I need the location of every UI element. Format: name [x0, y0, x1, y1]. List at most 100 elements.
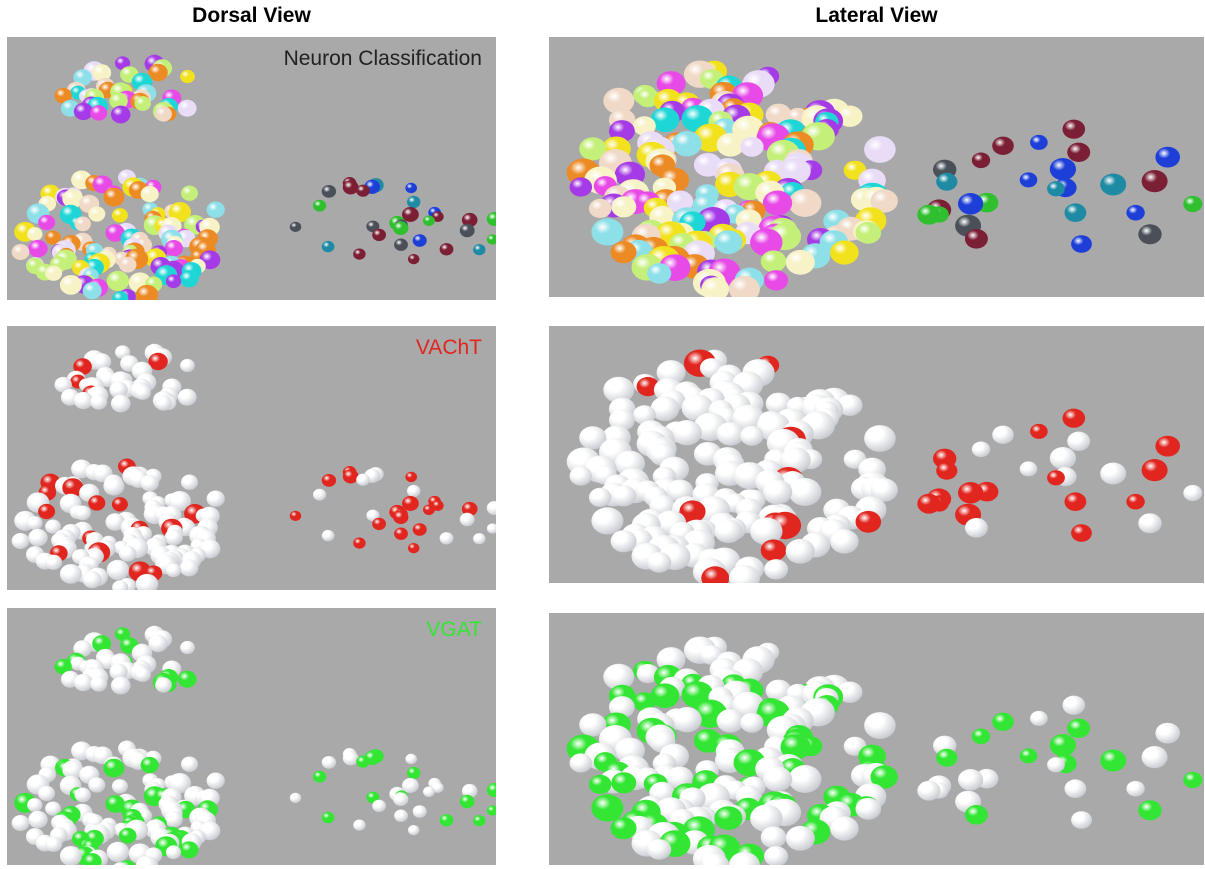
- neuron-sphere: [1065, 492, 1087, 511]
- neuron-sphere: [763, 480, 792, 505]
- neuron-sphere: [407, 485, 420, 497]
- neuron-sphere: [111, 677, 131, 695]
- neuron-sphere: [1138, 800, 1161, 820]
- neuron-sphere: [1067, 719, 1090, 738]
- neuron-sphere: [408, 254, 419, 264]
- neuron-sphere: [1047, 181, 1065, 196]
- neuron-sphere: [589, 775, 612, 794]
- neuron-sphere: [38, 786, 55, 801]
- neuron-sphere: [12, 244, 30, 260]
- neuron-sphere: [487, 783, 496, 797]
- neuron-sphere: [1155, 147, 1180, 168]
- neuron-sphere: [714, 519, 742, 543]
- neuron-sphere: [405, 472, 417, 482]
- neuron-sphere: [356, 756, 370, 768]
- neuron-sphere: [1142, 170, 1168, 192]
- neuron-sphere: [141, 475, 159, 491]
- neuron-sphere: [958, 482, 983, 504]
- neuron-sphere: [1183, 485, 1202, 501]
- neuron-sphere: [717, 133, 745, 157]
- neuron-sphere: [180, 559, 199, 576]
- neuron-sphere: [856, 798, 882, 820]
- neuron-sphere: [856, 222, 882, 244]
- neuron-sphere: [313, 771, 326, 783]
- neuron-sphere: [1063, 409, 1086, 428]
- neuron-sphere: [761, 250, 787, 272]
- neuron-sphere: [178, 671, 197, 688]
- neuron-sphere: [761, 826, 787, 848]
- neuron-sphere: [372, 800, 386, 812]
- neuron-sphere: [135, 667, 151, 682]
- neuron-sphere: [830, 240, 859, 264]
- neuron-sphere: [343, 751, 359, 765]
- neuron-sphere: [460, 513, 475, 526]
- neuron-sphere: [965, 805, 988, 825]
- neuron-sphere: [394, 239, 408, 251]
- neuron-sphere: [1183, 772, 1202, 788]
- neuron-sphere: [473, 815, 485, 826]
- neuron-sphere: [402, 496, 419, 511]
- neuron-sphere: [1155, 723, 1180, 744]
- neuron-sphere: [372, 229, 386, 241]
- neuron-sphere: [830, 529, 859, 553]
- neuron-sphere: [166, 563, 181, 577]
- neuron-sphere: [155, 395, 172, 410]
- panel-label: Neuron Classification: [284, 47, 482, 71]
- neuron-sphere: [589, 488, 612, 507]
- neuron-sphere: [647, 839, 671, 860]
- neuron-sphere: [107, 560, 129, 580]
- neuron-sphere: [322, 474, 336, 487]
- neuron-sphere: [740, 713, 763, 733]
- neuron-sphere: [1100, 463, 1126, 485]
- neuron-sphere: [1126, 781, 1144, 797]
- neuron-sphere: [103, 188, 124, 207]
- neuron-sphere: [917, 781, 940, 801]
- neuron-sphere: [180, 641, 195, 654]
- neuron-sphere: [1030, 135, 1048, 150]
- neuron-sphere: [112, 497, 128, 511]
- panel-label: VGAT: [426, 618, 482, 642]
- neuron-sphere: [786, 826, 815, 851]
- neuron-sphere: [1050, 158, 1076, 180]
- neuron-sphere: [1071, 235, 1092, 253]
- panel-label: VAChT: [416, 336, 482, 360]
- neuron-sphere: [830, 816, 859, 840]
- neuron-sphere: [1100, 174, 1126, 196]
- neuron-sphere: [343, 469, 359, 483]
- neuron-sphere: [647, 263, 671, 284]
- neuron-sphere: [1065, 203, 1087, 222]
- neuron-sphere: [413, 234, 427, 247]
- neuron-sphere: [423, 787, 435, 798]
- neuron-sphere: [119, 546, 137, 562]
- neuron-sphere: [764, 846, 788, 865]
- neuron-sphere: [611, 772, 636, 793]
- neuron-sphere: [1067, 432, 1090, 451]
- neuron-sphere: [181, 475, 198, 490]
- neuron-sphere: [487, 212, 496, 226]
- neuron-sphere: [440, 243, 454, 255]
- neuron-sphere: [786, 250, 815, 275]
- neuron-sphere: [473, 533, 485, 544]
- neuron-sphere: [611, 530, 637, 552]
- neuron-sphere: [207, 773, 225, 789]
- neuron-sphere: [1030, 424, 1048, 439]
- neuron-sphere: [936, 749, 957, 767]
- neuron-sphere: [405, 754, 417, 764]
- dorsal-panel: VAChT: [7, 326, 496, 590]
- neuron-sphere: [394, 810, 408, 822]
- neuron-sphere: [393, 792, 408, 806]
- neuron-sphere: [111, 395, 131, 413]
- neuron-sphere: [1063, 120, 1086, 139]
- neuron-sphere: [28, 240, 47, 257]
- neuron-sphere: [965, 518, 988, 538]
- neuron-sphere: [290, 222, 301, 232]
- neuron-sphere: [28, 811, 47, 828]
- neuron-sphere: [372, 518, 386, 530]
- neuron-sphere: [1100, 750, 1126, 772]
- neuron-sphere: [487, 501, 496, 515]
- render: [7, 326, 496, 590]
- neuron-sphere: [180, 841, 199, 858]
- neuron-sphere: [1126, 205, 1144, 221]
- neuron-sphere: [313, 489, 326, 501]
- neuron-sphere: [936, 173, 957, 191]
